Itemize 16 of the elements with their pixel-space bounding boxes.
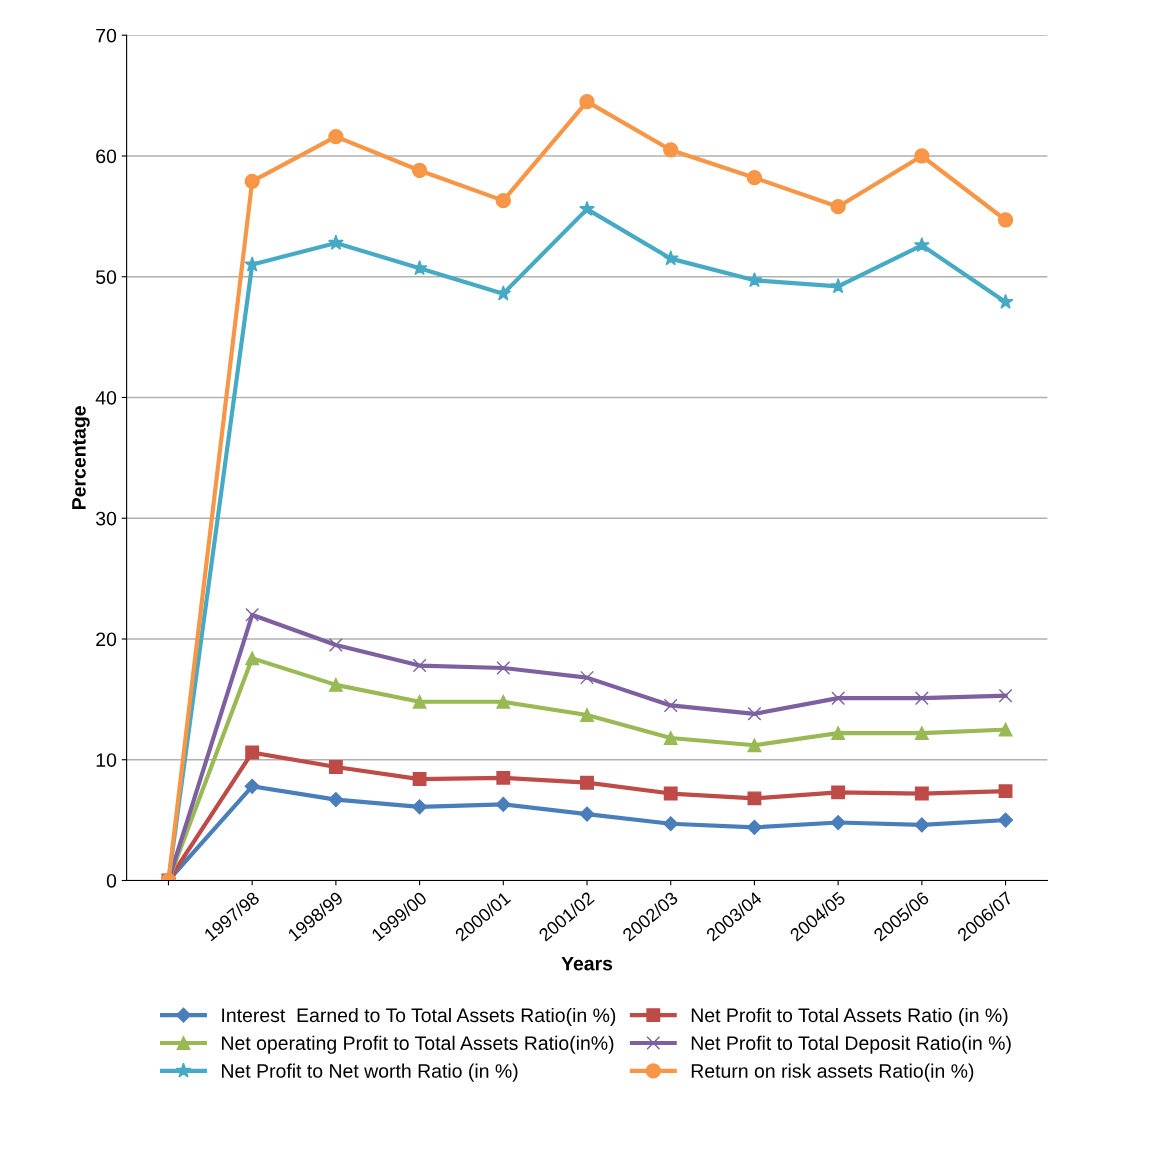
- y-tick-label: 30: [96, 511, 117, 526]
- y-tick-label: 70: [96, 28, 117, 43]
- x-axis-title: Years: [561, 956, 613, 971]
- legend-label: Return on risk assets Ratio(in %): [691, 1063, 974, 1082]
- y-tick-label: 60: [96, 149, 117, 164]
- legend-label: Net Profit to Net worth Ratio (in %): [222, 1063, 518, 1082]
- y-tick-label: 20: [96, 632, 117, 647]
- y-axis-title: Percentage: [72, 406, 90, 509]
- y-tick-label: 50: [96, 270, 117, 284]
- y-tick-label: 40: [95, 390, 117, 405]
- legend-label: Interest Earned to To Total Assets Ratio(in %): [222, 1007, 616, 1026]
- y-tick-label: 10: [96, 753, 117, 767]
- legend-label: Net Profit to Total Assets Ratio (in %): [691, 1007, 1008, 1026]
- legend-label: Net operating Profit to Total Assets Ratio(in%): [222, 1035, 614, 1054]
- legend-label: Net Profit to Total Deposit Ratio(in %): [691, 1035, 1011, 1054]
- y-tick-label: 0: [106, 873, 117, 888]
